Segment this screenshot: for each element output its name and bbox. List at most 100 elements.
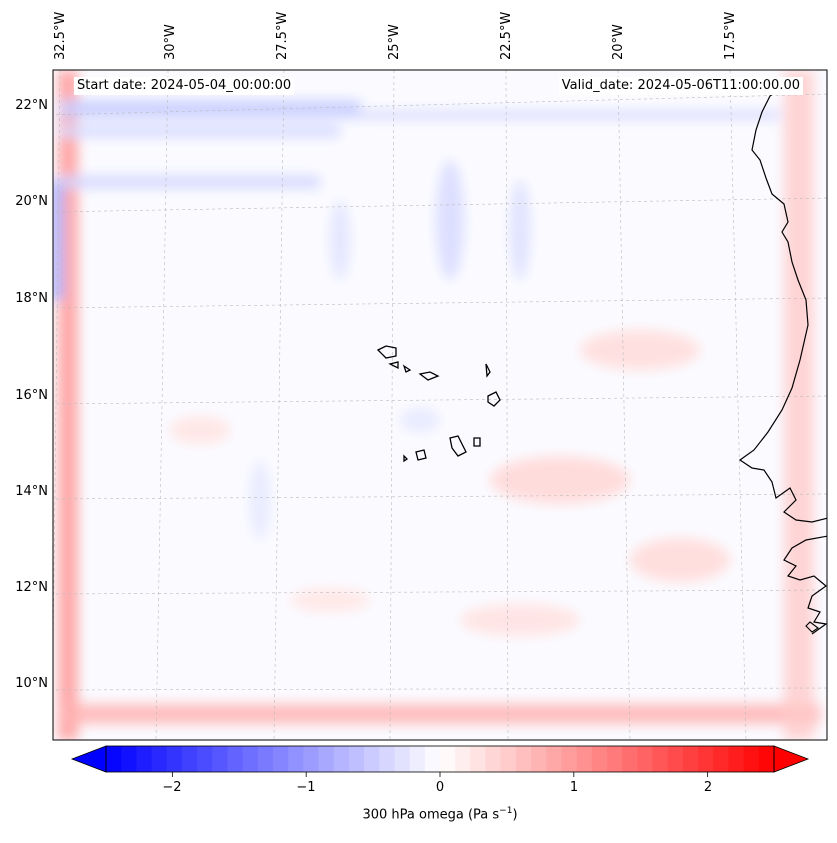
colorbar-segment: [212, 746, 229, 772]
colorbar-segment: [667, 746, 684, 772]
boundary-band-top-4: [360, 110, 780, 120]
colorbar-extend-max: [773, 745, 810, 773]
colorbar-segment: [364, 746, 380, 772]
lat-label: 20°N: [15, 194, 48, 209]
lat-label: 22°N: [15, 98, 48, 113]
colorbar-tick-label: −2: [162, 780, 182, 795]
colorbar-segment: [197, 746, 213, 772]
colorbar-segment: [607, 746, 623, 772]
cape-verde-islands: [376, 345, 501, 463]
field-blob: [460, 604, 580, 636]
colorbar-segment: [242, 746, 259, 772]
colorbar-label-exponent: −1: [499, 806, 513, 816]
boundary-band-top: [60, 100, 360, 118]
colorbar-segment: [303, 746, 320, 772]
lon-label: 17.5°W: [723, 11, 738, 60]
field-blob: [250, 460, 270, 540]
colorbar-label-close: ): [512, 807, 518, 823]
colorbar-segment: [379, 746, 396, 772]
field-blob: [170, 416, 230, 444]
lon-label: 27.5°W: [275, 11, 290, 60]
coastline-africa: [738, 85, 827, 523]
boundary-band-bottom: [60, 704, 820, 724]
colorbar-segment: [743, 746, 760, 772]
colorbar-segment: [166, 746, 183, 772]
colorbar-label-text: 300 hPa omega (Pa s: [362, 807, 500, 823]
colorbar-segment: [257, 746, 274, 772]
colorbar-tick-label: 0: [435, 780, 445, 795]
colorbar-tick-label: 1: [569, 780, 579, 795]
valid-date-label: Valid_date: 2024-05-06T11:00:00.00: [558, 77, 803, 95]
boundary-band-left-blue: [53, 180, 64, 300]
map-panel: [53, 70, 827, 740]
colorbar-segment: [318, 746, 335, 772]
boundary-band-right: [784, 70, 814, 740]
colorbar-segment: [515, 746, 532, 772]
colorbar-segment: [409, 746, 426, 772]
lat-label: 18°N: [15, 291, 48, 306]
colorbar-segment: [531, 746, 547, 772]
lat-label: 14°N: [15, 484, 48, 499]
boundary-band-top-3: [60, 176, 320, 188]
field-blob: [630, 538, 730, 582]
lon-label: 32.5°W: [53, 11, 68, 60]
lat-label: 16°N: [15, 388, 48, 403]
field-blob: [580, 330, 700, 370]
colorbar-segment: [227, 746, 244, 772]
colorbar-segment: [136, 746, 153, 772]
field-blob: [290, 588, 370, 612]
colorbar-tick-label: −1: [296, 780, 316, 795]
colorbar-segment: [500, 746, 517, 772]
colorbar-segment: [576, 746, 593, 772]
lon-label: 20°W: [611, 24, 626, 60]
colorbar-segment: [348, 746, 365, 772]
colorbar-segment: [394, 746, 411, 772]
colorbar-segment: [728, 746, 745, 772]
colorbar-segment: [561, 746, 578, 772]
field-blob: [490, 456, 630, 504]
boundary-band-left: [58, 70, 78, 740]
omega-field: [53, 70, 827, 740]
lat-label: 10°N: [15, 676, 48, 691]
colorbar: [70, 745, 810, 777]
colorbar-segment: [455, 746, 471, 772]
colorbar-segment: [652, 746, 669, 772]
colorbar-segment: [273, 746, 289, 772]
start-date-label: Start date: 2024-05-04_00:00:00: [74, 77, 295, 95]
boundary-band-top-2: [60, 125, 340, 137]
colorbar-segment: [713, 746, 730, 772]
colorbar-segment: [440, 746, 456, 772]
coastline-guinea: [783, 535, 827, 635]
lat-label: 12°N: [15, 580, 48, 595]
colorbar-segment: [424, 746, 441, 772]
colorbar-segment: [181, 746, 198, 772]
colorbar-segment: [151, 746, 168, 772]
coast-island: [805, 621, 819, 633]
field-blob: [510, 180, 530, 280]
map-frame: [52, 69, 828, 741]
graticule: [53, 70, 827, 740]
field-blob: [436, 160, 464, 280]
colorbar-extend-min: [70, 745, 107, 773]
colorbar-segment: [682, 746, 699, 772]
lon-label: 30°W: [163, 24, 178, 60]
colorbar-segment: [106, 746, 122, 772]
colorbar-segment: [485, 746, 502, 772]
field-blob: [330, 200, 350, 280]
colorbar-segment: [591, 746, 608, 772]
colorbar-segment: [622, 746, 638, 772]
colorbar-segment: [698, 746, 714, 772]
colorbar-segment: [758, 746, 775, 772]
colorbar-segment: [470, 746, 487, 772]
colorbar-segment: [121, 746, 137, 772]
colorbar-segment: [333, 746, 350, 772]
lon-label: 25°W: [387, 24, 402, 60]
colorbar-tick-label: 2: [703, 780, 713, 795]
colorbar-label: 300 hPa omega (Pa s−1): [362, 806, 517, 822]
colorbar-segment: [637, 746, 654, 772]
lon-label: 22.5°W: [499, 11, 514, 60]
field-blob: [400, 408, 440, 432]
colorbar-segment: [288, 746, 304, 772]
